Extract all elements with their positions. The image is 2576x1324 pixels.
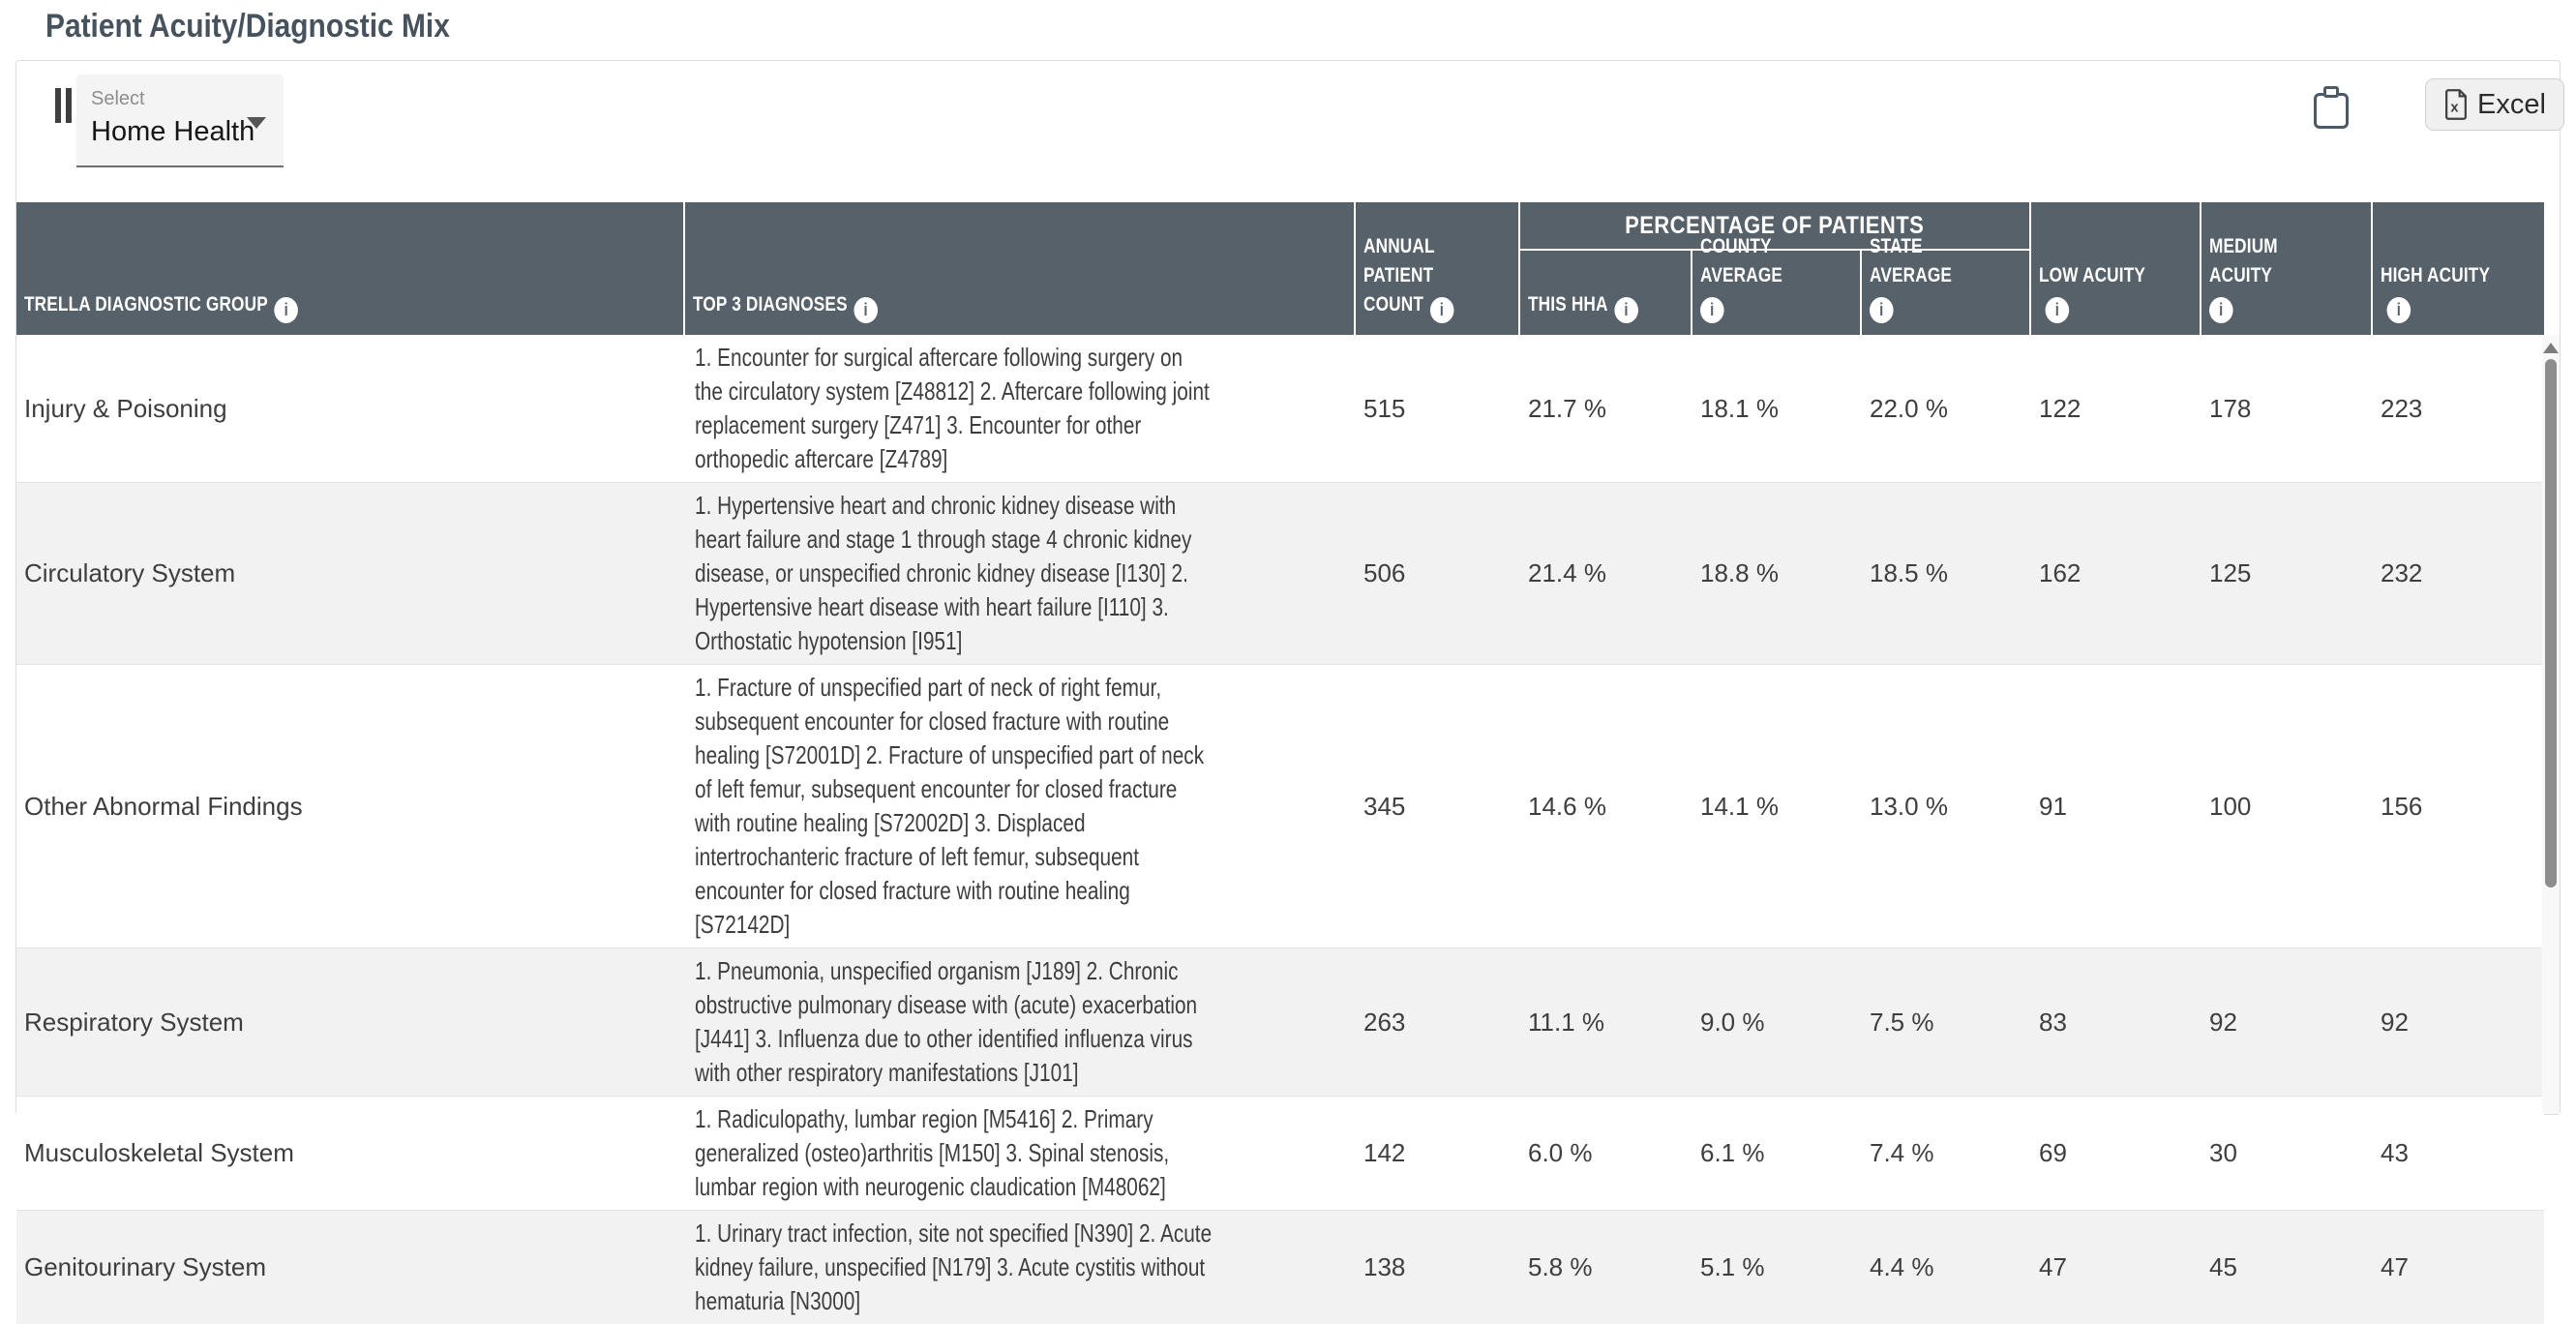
cell-low-acuity: 69 bbox=[2039, 1138, 2067, 1167]
info-icon[interactable]: i bbox=[1870, 297, 1894, 323]
cell-top-3-diagnoses: 1. Urinary tract infection, site not spe… bbox=[695, 1219, 1213, 1315]
cell-top-3-diagnoses: 1. Radiculopathy, lumbar region [M5416] … bbox=[695, 1104, 1170, 1201]
cell-county-average: 18.8 % bbox=[1700, 558, 1779, 587]
cell-medium-acuity: 92 bbox=[2209, 1007, 2237, 1037]
clipboard-icon[interactable] bbox=[2314, 86, 2349, 129]
cell-medium-acuity: 100 bbox=[2209, 791, 2252, 821]
cell-annual-patient-count: 142 bbox=[1363, 1138, 1406, 1167]
cell-state-average: 4.4 % bbox=[1870, 1252, 1934, 1281]
cell-diagnostic-group: Respiratory System bbox=[24, 1007, 244, 1037]
table-row: Respiratory System 1. Pneumonia, unspeci… bbox=[16, 948, 2544, 1096]
cell-state-average: 22.0 % bbox=[1870, 393, 1948, 423]
cell-low-acuity: 162 bbox=[2039, 558, 2082, 587]
table-header: TRELLA DIAGNOSTIC GROUP i TOP 3 DIAGNOSES… bbox=[16, 202, 2544, 335]
svg-text:x: x bbox=[2450, 100, 2459, 115]
cell-medium-acuity: 45 bbox=[2209, 1252, 2237, 1281]
column-header-high-acuity: HIGH ACUITYi bbox=[2373, 202, 2544, 335]
info-icon[interactable]: i bbox=[2209, 297, 2233, 323]
patient-acuity-widget-card: Select Home Health x Excel TRELLA DIAGNO… bbox=[15, 60, 2564, 1324]
info-icon[interactable]: i bbox=[2386, 297, 2411, 323]
cell-high-acuity: 156 bbox=[2381, 791, 2423, 821]
column-header-medium-acuity: MEDIUM ACUITY i bbox=[2202, 202, 2373, 335]
cell-this-hha: 5.8 % bbox=[1528, 1252, 1593, 1281]
cell-low-acuity: 91 bbox=[2039, 791, 2067, 821]
cell-low-acuity: 83 bbox=[2039, 1007, 2067, 1037]
select-label: Select bbox=[91, 88, 145, 109]
table-body: Injury & Poisoning 1. Encounter for surg… bbox=[16, 335, 2544, 1324]
select-value: Home Health bbox=[91, 116, 255, 147]
cell-diagnostic-group: Injury & Poisoning bbox=[24, 393, 227, 423]
column-header-annual-patient-count: ANNUAL PATIENT COUNT i bbox=[1356, 202, 1520, 335]
cell-low-acuity: 47 bbox=[2039, 1252, 2067, 1281]
cell-annual-patient-count: 263 bbox=[1363, 1007, 1406, 1037]
cell-top-3-diagnoses: 1. Hypertensive heart and chronic kidney… bbox=[695, 491, 1192, 655]
service-line-select[interactable]: Select Home Health bbox=[76, 75, 284, 167]
cell-high-acuity: 232 bbox=[2381, 558, 2423, 587]
cell-county-average: 18.1 % bbox=[1700, 393, 1779, 423]
cell-top-3-diagnoses: 1. Encounter for surgical aftercare foll… bbox=[695, 343, 1210, 473]
cell-medium-acuity: 125 bbox=[2209, 558, 2252, 587]
column-header-county-average: COUNTY AVERAGE i bbox=[1692, 235, 1862, 335]
vertical-scrollbar[interactable] bbox=[2542, 335, 2560, 1114]
cell-low-acuity: 122 bbox=[2039, 393, 2082, 423]
table-row: Other Abnormal Findings 1. Fracture of u… bbox=[16, 664, 2544, 948]
cell-diagnostic-group: Musculoskeletal System bbox=[24, 1138, 294, 1167]
cell-county-average: 6.1 % bbox=[1700, 1138, 1765, 1167]
cell-county-average: 14.1 % bbox=[1700, 791, 1779, 821]
info-icon[interactable]: i bbox=[1429, 297, 1454, 323]
cell-high-acuity: 223 bbox=[2381, 393, 2423, 423]
info-icon[interactable]: i bbox=[1614, 297, 1638, 323]
cell-state-average: 7.5 % bbox=[1870, 1007, 1934, 1037]
cell-this-hha: 14.6 % bbox=[1528, 791, 1606, 821]
cell-this-hha: 6.0 % bbox=[1528, 1138, 1593, 1167]
cell-this-hha: 11.1 % bbox=[1528, 1007, 1605, 1037]
cell-high-acuity: 47 bbox=[2381, 1252, 2409, 1281]
cell-annual-patient-count: 138 bbox=[1363, 1252, 1406, 1281]
cell-top-3-diagnoses: 1. Fracture of unspecified part of neck … bbox=[695, 673, 1205, 939]
scrollbar-thumb[interactable] bbox=[2545, 359, 2557, 888]
info-icon[interactable]: i bbox=[2045, 297, 2070, 323]
info-icon[interactable]: i bbox=[274, 297, 299, 323]
cell-state-average: 7.4 % bbox=[1870, 1138, 1934, 1167]
scroll-up-arrow-icon[interactable] bbox=[2543, 343, 2559, 353]
column-header-trella-diagnostic-group: TRELLA DIAGNOSTIC GROUP i bbox=[16, 202, 685, 335]
cell-high-acuity: 92 bbox=[2381, 1007, 2409, 1037]
caret-down-icon bbox=[247, 117, 266, 129]
excel-file-icon: x bbox=[2443, 89, 2469, 120]
page-title: Patient Acuity/Diagnostic Mix bbox=[45, 8, 450, 45]
cell-high-acuity: 43 bbox=[2381, 1138, 2409, 1167]
cell-diagnostic-group: Circulatory System bbox=[24, 558, 236, 587]
table-row: Genitourinary System 1. Urinary tract in… bbox=[16, 1210, 2544, 1324]
excel-export-button[interactable]: x Excel bbox=[2425, 78, 2564, 131]
info-icon[interactable]: i bbox=[1700, 297, 1724, 323]
cell-top-3-diagnoses: 1. Pneumonia, unspecified organism [J189… bbox=[695, 956, 1198, 1087]
cell-state-average: 13.0 % bbox=[1870, 791, 1948, 821]
cell-annual-patient-count: 345 bbox=[1363, 791, 1406, 821]
column-header-this-hha: THIS HHA i bbox=[1520, 251, 1692, 335]
column-header-top-3-diagnoses: TOP 3 DIAGNOSES i bbox=[685, 202, 1356, 335]
column-header-state-average: STATE AVERAGE i bbox=[1862, 235, 2031, 335]
table-row: Injury & Poisoning 1. Encounter for surg… bbox=[16, 335, 2544, 482]
cell-county-average: 9.0 % bbox=[1700, 1007, 1765, 1037]
group-header-percentage-of-patients: PERCENTAGE OF PATIENTS bbox=[1520, 202, 2031, 251]
table-row: Circulatory System 1. Hypertensive heart… bbox=[16, 482, 2544, 664]
table-row: Musculoskeletal System 1. Radiculopathy,… bbox=[16, 1096, 2544, 1210]
cell-this-hha: 21.7 % bbox=[1528, 393, 1606, 423]
cell-medium-acuity: 30 bbox=[2209, 1138, 2237, 1167]
cell-diagnostic-group: Genitourinary System bbox=[24, 1252, 266, 1281]
cell-annual-patient-count: 506 bbox=[1363, 558, 1406, 587]
info-icon[interactable]: i bbox=[854, 297, 878, 323]
cell-county-average: 5.1 % bbox=[1700, 1252, 1765, 1281]
cell-medium-acuity: 178 bbox=[2209, 393, 2252, 423]
cell-state-average: 18.5 % bbox=[1870, 558, 1948, 587]
cell-this-hha: 21.4 % bbox=[1528, 558, 1606, 587]
cell-diagnostic-group: Other Abnormal Findings bbox=[24, 791, 303, 821]
cell-annual-patient-count: 515 bbox=[1363, 393, 1406, 423]
column-header-low-acuity: LOW ACUITYi bbox=[2031, 202, 2202, 335]
excel-button-label: Excel bbox=[2477, 88, 2546, 120]
